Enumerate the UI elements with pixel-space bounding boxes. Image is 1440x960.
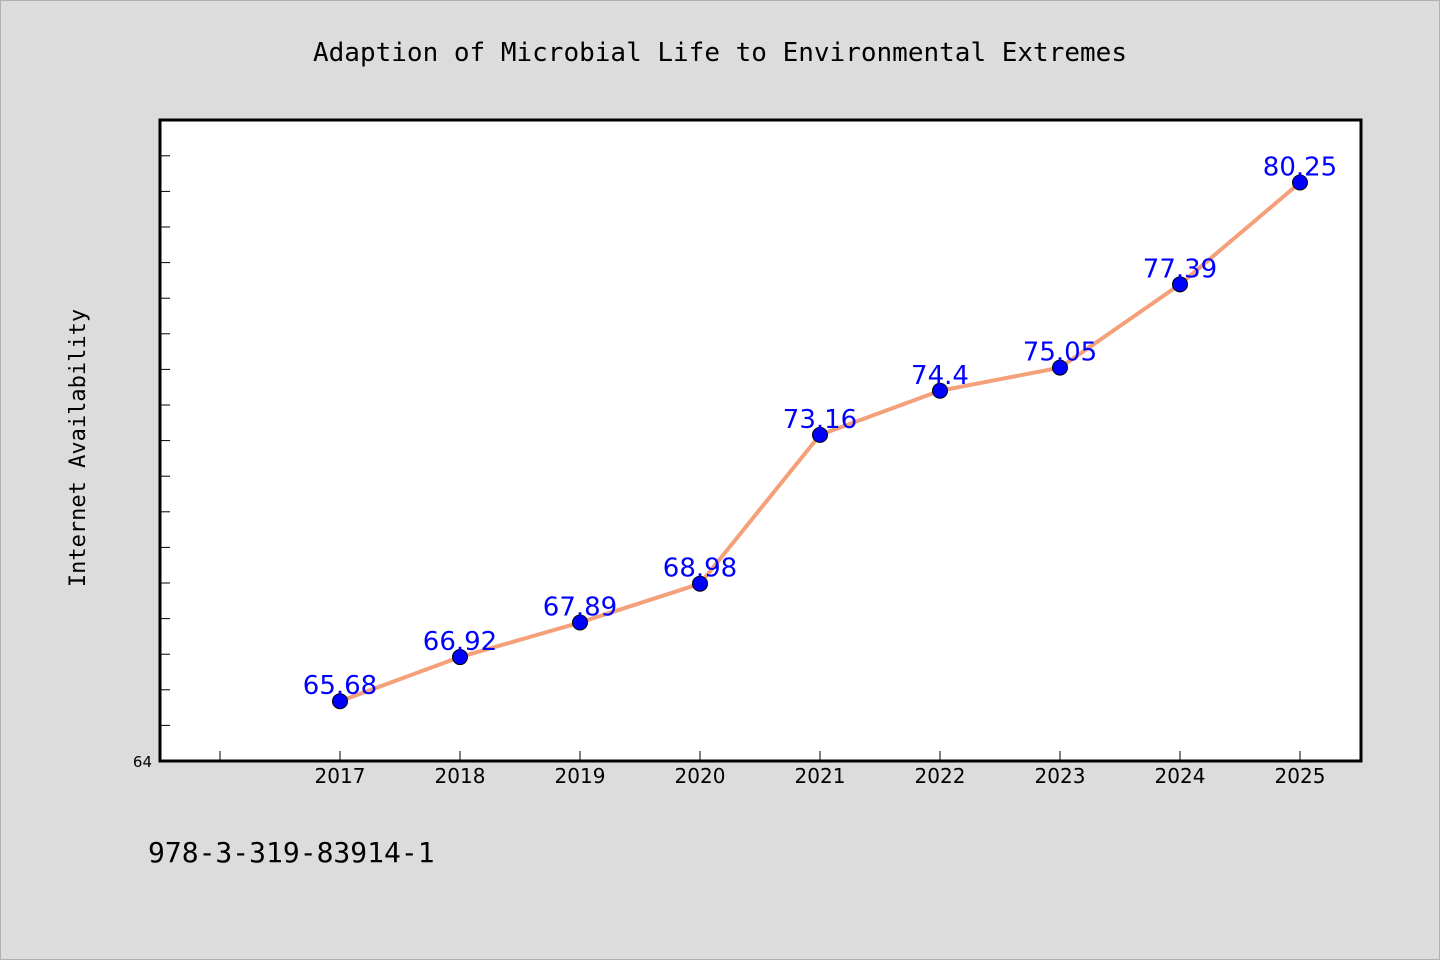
- y-axis-ticks: 64: [133, 155, 170, 771]
- data-point: [812, 426, 828, 443]
- data-point: [1292, 174, 1308, 191]
- data-label: 77.39: [1143, 254, 1217, 284]
- y-tick-label: 64: [133, 753, 152, 771]
- data-label: 66.92: [423, 627, 497, 657]
- data-markers: [332, 174, 1308, 710]
- data-label: 80.25: [1263, 153, 1337, 183]
- chart-title: Adaption of Microbial Life to Environmen…: [313, 38, 1127, 68]
- x-tick-label: 2022: [915, 764, 966, 788]
- x-axis-ticks: 2017 2018 2019 2020 2021 2022 2023 2024 2025: [219, 751, 1326, 788]
- data-label: 73.16: [783, 405, 857, 435]
- data-point: [452, 649, 468, 666]
- data-label: 75.05: [1023, 338, 1097, 368]
- x-tick-label: 2021: [795, 764, 846, 788]
- x-tick-label: 2024: [1155, 764, 1206, 788]
- x-tick-label: 2023: [1035, 764, 1086, 788]
- x-tick-label: 2019: [555, 764, 606, 788]
- data-point: [1172, 276, 1188, 293]
- x-tick-label: 2018: [435, 764, 486, 788]
- data-label: 74.4: [911, 361, 969, 391]
- data-point: [692, 575, 708, 592]
- y-axis-label: Internet Availability: [66, 309, 91, 587]
- data-point: [932, 382, 948, 399]
- data-label: 68.98: [663, 554, 737, 584]
- data-point: [1052, 359, 1068, 376]
- x-tick-label: 2017: [315, 764, 366, 788]
- data-label: 65.68: [303, 671, 377, 701]
- data-point: [332, 693, 348, 710]
- data-label: 67.89: [543, 593, 617, 623]
- data-labels: 65.68 66.92 67.89 68.98 73.16 74.4 75.05 77.39 8…: [303, 153, 1337, 702]
- plot-area: [158, 118, 1363, 763]
- data-point: [572, 614, 588, 631]
- isbn-text: 978-3-319-83914-1: [148, 836, 435, 869]
- x-tick-label: 2020: [675, 764, 726, 788]
- x-tick-label: 2025: [1275, 764, 1326, 788]
